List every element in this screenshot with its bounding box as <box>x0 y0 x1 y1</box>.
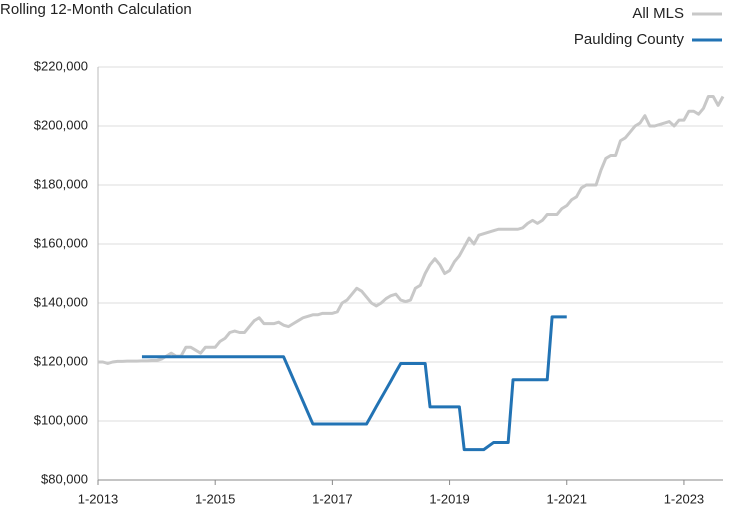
y-tick-label: $120,000 <box>34 353 88 368</box>
legend-label: All MLS <box>632 5 684 22</box>
x-tick-label: 1-2019 <box>429 491 469 506</box>
y-tick-label: $80,000 <box>41 471 88 486</box>
legend-label: Paulding County <box>574 31 685 48</box>
y-tick-label: $100,000 <box>34 412 88 427</box>
chart-title: Rolling 12-Month Calculation <box>0 1 192 18</box>
y-tick-label: $140,000 <box>34 294 88 309</box>
x-tick-label: 1-2013 <box>78 491 118 506</box>
x-tick-label: 1-2023 <box>664 491 704 506</box>
y-tick-label: $200,000 <box>34 117 88 132</box>
x-tick-label: 1-2015 <box>195 491 235 506</box>
x-tick-label: 1-2017 <box>312 491 352 506</box>
y-tick-label: $180,000 <box>34 176 88 191</box>
series-line <box>98 95 725 365</box>
x-tick-label: 1-2021 <box>547 491 587 506</box>
series-line <box>141 315 567 452</box>
y-tick-label: $160,000 <box>34 235 88 250</box>
y-tick-label: $220,000 <box>34 58 88 73</box>
